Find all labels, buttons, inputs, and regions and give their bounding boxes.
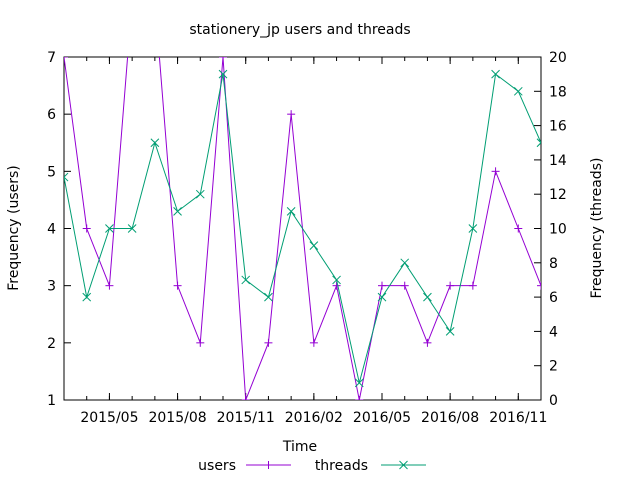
series-point-users <box>287 110 296 119</box>
series-point-users <box>151 0 159 4</box>
series-point-threads <box>354 378 364 388</box>
series-point-users <box>219 57 227 61</box>
series-point-threads <box>105 224 114 233</box>
series-point-threads <box>82 292 92 302</box>
y-left-tick-label: 4 <box>47 222 56 238</box>
series-point-threads <box>173 206 182 216</box>
series-point-users <box>128 0 136 4</box>
series-point-users <box>105 281 114 290</box>
y-axis-label-right: Frequency (threads) <box>589 158 605 299</box>
series-point-users <box>173 281 182 290</box>
y-right-tick-label: 18 <box>549 84 567 100</box>
series-point-users <box>64 57 68 61</box>
x-axis-label: Time <box>282 439 317 455</box>
y-right-tick-label: 16 <box>549 119 567 135</box>
y-left-tick-label: 1 <box>47 393 56 409</box>
chart-title: stationery_jp users and threads <box>189 22 410 38</box>
series-point-threads <box>377 292 387 302</box>
series-layer <box>64 0 541 400</box>
series-point-threads <box>423 292 432 302</box>
legend: users threads <box>198 458 426 474</box>
series-point-threads <box>536 138 541 148</box>
y-left-tick-label: 2 <box>47 336 56 352</box>
series-point-users <box>491 167 500 176</box>
y-right-tick-label: 20 <box>549 50 567 66</box>
series-point-threads <box>286 206 296 216</box>
plot-area <box>64 0 541 400</box>
series-line-threads <box>64 73 541 383</box>
x-tick-label: 2016/05 <box>353 410 411 426</box>
y-right-tick-label: 14 <box>549 153 567 169</box>
y-right-tick-label: 4 <box>549 324 558 340</box>
series-point-users <box>309 338 318 347</box>
series-point-threads <box>491 69 500 79</box>
series-point-users <box>537 281 541 290</box>
y-left-tick-label: 7 <box>47 50 56 66</box>
y-left-tick-label: 6 <box>47 107 56 123</box>
series-point-users <box>400 281 409 290</box>
series-point-threads <box>218 69 228 79</box>
series-point-threads <box>264 292 273 302</box>
legend-label-users: users <box>198 458 236 474</box>
series-point-threads <box>468 224 478 233</box>
x-tick-label: 2016/08 <box>421 410 479 426</box>
x-tick-label: 2015/05 <box>80 410 138 426</box>
series-point-users <box>196 338 205 347</box>
series-point-users <box>423 338 432 347</box>
y-axis-label-left: Frequency (users) <box>6 165 22 291</box>
y-right-tick-label: 10 <box>549 222 567 238</box>
series-line-users <box>64 57 541 400</box>
series-point-threads <box>400 258 410 268</box>
y-right-tick-label: 8 <box>549 256 558 272</box>
series-point-threads <box>64 172 69 182</box>
series-point-users <box>241 396 250 400</box>
y-left-tick-label: 3 <box>47 279 56 295</box>
series-point-threads <box>309 241 319 251</box>
series-point-threads <box>195 189 205 199</box>
series-point-threads <box>150 138 160 148</box>
series-point-users <box>82 224 91 233</box>
series-point-threads <box>127 224 137 233</box>
y-right-tick-label: 12 <box>549 187 567 203</box>
series-point-users <box>378 281 386 290</box>
series-point-users <box>468 281 477 290</box>
series-point-users <box>446 281 455 290</box>
y-right-tick-label: 6 <box>549 290 558 306</box>
legend-label-threads: threads <box>315 458 368 474</box>
y-right-tick-label: 0 <box>549 393 558 409</box>
series-point-users <box>514 224 523 233</box>
series-point-threads <box>241 275 251 285</box>
series-point-threads <box>332 275 341 285</box>
series-point-users <box>332 281 341 290</box>
x-tick-label: 2016/02 <box>285 410 343 426</box>
x-tick-label: 2015/08 <box>148 410 206 426</box>
x-tick-label: 2015/11 <box>217 410 275 426</box>
series-point-users <box>355 396 364 400</box>
y-right-tick-label: 2 <box>549 359 558 375</box>
legend-marker-users <box>264 461 273 469</box>
y-left-tick-label: 5 <box>47 164 56 180</box>
x-tick-label: 2016/11 <box>489 410 547 426</box>
series-point-threads <box>445 327 455 336</box>
series-point-users <box>264 338 273 347</box>
series-point-threads <box>513 86 523 96</box>
legend-marker-threads <box>399 460 408 470</box>
